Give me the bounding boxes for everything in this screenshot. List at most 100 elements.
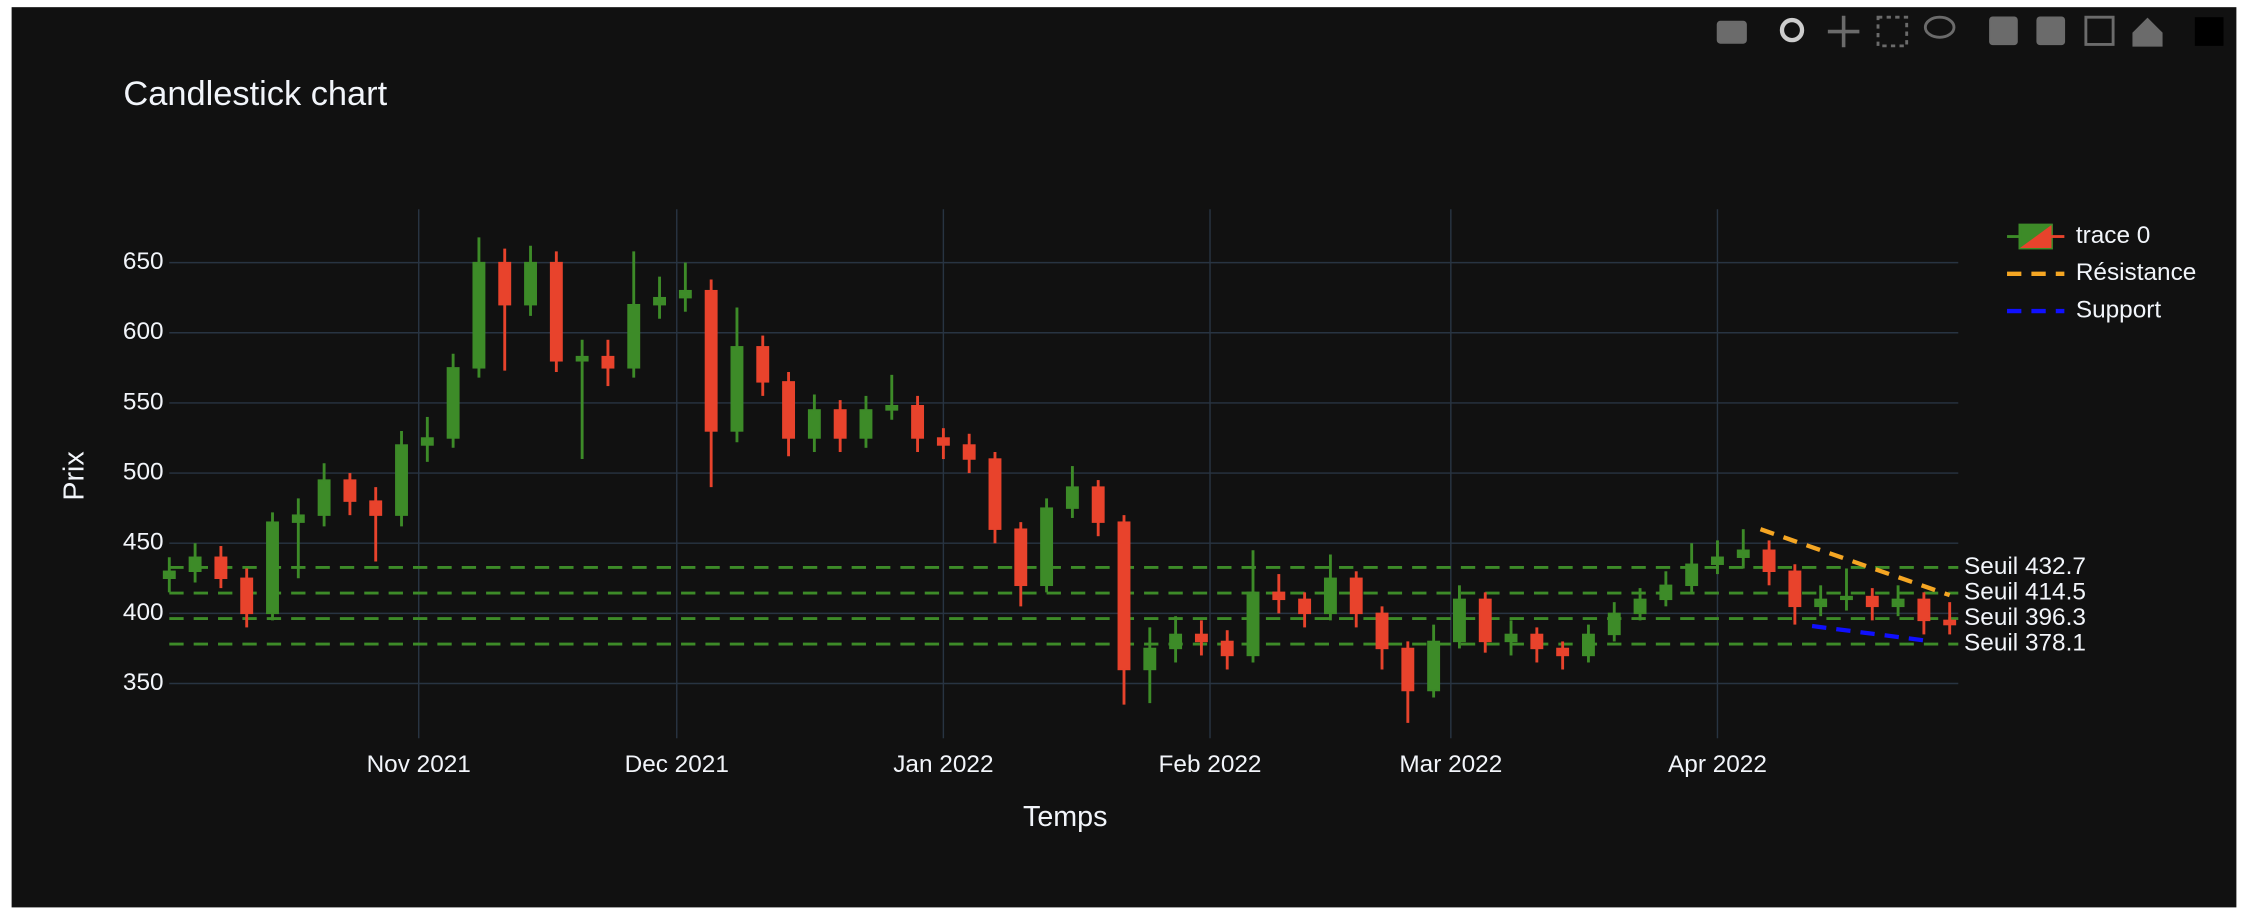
legend-swatch	[2019, 225, 2052, 248]
candle-body	[1607, 612, 1621, 636]
candle-body	[653, 296, 666, 306]
y-tick-label: 350	[123, 669, 164, 696]
candle-body	[1633, 598, 1647, 615]
x-tick-label: Jan 2022	[893, 751, 993, 778]
candle-body	[1478, 598, 1492, 643]
candle-body	[756, 346, 770, 383]
candle-body	[1194, 633, 1208, 643]
x-axis-title: Temps	[1023, 801, 1107, 833]
candle-body	[1323, 577, 1337, 615]
legend-label: Support	[2076, 297, 2162, 324]
candle-body	[1375, 612, 1389, 650]
candle-body	[524, 261, 537, 306]
candle-body	[240, 577, 254, 615]
x-tick-label: Apr 2022	[1668, 751, 1767, 778]
y-tick-label: 600	[123, 318, 164, 345]
candle-body	[1169, 633, 1183, 650]
candle-body	[1220, 640, 1234, 657]
trend-line	[1811, 623, 1933, 644]
candle-body	[1143, 647, 1157, 671]
candle-body	[1504, 633, 1518, 643]
candle-body	[162, 570, 176, 580]
candle-body	[1298, 598, 1312, 615]
box-select-button[interactable]	[1876, 15, 1909, 48]
y-tick-label: 450	[123, 529, 164, 556]
lasso-button[interactable]	[1923, 15, 1956, 39]
candle-body	[704, 289, 718, 432]
candle-body	[1065, 486, 1079, 509]
legend-label: Résistance	[2076, 259, 2197, 286]
candle-body	[1814, 598, 1828, 608]
threshold-label: Seuil 378.1	[1964, 630, 2086, 657]
candle-body	[1040, 507, 1054, 587]
candle-body	[911, 405, 925, 439]
y-axis-title: Prix	[59, 451, 91, 501]
candle-body	[1711, 556, 1724, 565]
candle-body	[782, 381, 796, 439]
candle-body	[1452, 598, 1466, 643]
x-tick-label: Mar 2022	[1399, 751, 1502, 778]
threshold-label: Seuil 396.3	[1964, 604, 2086, 631]
candle-body	[214, 556, 228, 580]
candle-body	[1917, 598, 1931, 622]
candle-body	[1943, 619, 1957, 626]
candle-body	[859, 409, 873, 439]
candle-body	[1659, 584, 1673, 601]
candle-body	[1117, 521, 1131, 671]
candle-body	[627, 303, 641, 369]
x-tick-label: Dec 2021	[625, 751, 729, 778]
candle-body	[291, 514, 305, 523]
candle-body	[1556, 647, 1570, 657]
chart-title: Candlestick chart	[123, 75, 387, 113]
candle-body	[188, 556, 202, 572]
candle-body	[833, 409, 847, 439]
trend-line	[1759, 527, 1951, 598]
candle-body	[885, 405, 899, 411]
camera-button[interactable]	[1716, 20, 1747, 44]
x-tick-label: Feb 2022	[1159, 751, 1262, 778]
candle-body	[807, 409, 821, 439]
candle-body	[1349, 577, 1363, 615]
modebar	[1716, 15, 2224, 48]
candle-body	[1246, 591, 1260, 657]
zoom-button[interactable]	[1779, 17, 1805, 43]
threshold-label: Seuil 414.5	[1964, 578, 2086, 605]
y-tick-label: 650	[123, 248, 164, 275]
candle-body	[343, 479, 357, 502]
candle-body	[988, 458, 1002, 530]
candle-body	[446, 367, 460, 439]
zoom-in-button[interactable]	[1989, 16, 2018, 46]
candle-body	[395, 444, 408, 516]
candle-body	[1272, 591, 1286, 601]
reset-button[interactable]	[2132, 17, 2163, 47]
y-tick-label: 400	[123, 599, 164, 626]
autoscale-button[interactable]	[2084, 15, 2115, 46]
threshold-label: Seuil 432.7	[1964, 553, 2086, 580]
candle-body	[601, 355, 615, 369]
candle-body	[1401, 647, 1415, 692]
candle-body	[936, 437, 950, 446]
candle-body	[266, 521, 279, 615]
candle-body	[472, 261, 486, 369]
candle-body	[1762, 549, 1776, 572]
candle-body	[1530, 633, 1544, 650]
candle-body	[1891, 598, 1905, 608]
candle-body	[420, 437, 434, 446]
candle-body	[369, 500, 383, 516]
pan-button[interactable]	[1827, 15, 1860, 48]
candle-body	[1840, 595, 1853, 601]
plotly-logo[interactable]	[2194, 17, 2224, 46]
x-tick-label: Nov 2021	[367, 751, 471, 778]
zoom-out-button[interactable]	[2036, 16, 2066, 46]
candle-body	[317, 479, 331, 516]
candle-body	[1865, 595, 1879, 608]
candle-body	[549, 261, 563, 362]
candle-body	[730, 346, 744, 432]
candle-body	[1014, 528, 1028, 587]
candle-body	[1685, 563, 1699, 587]
candle-body	[1427, 640, 1441, 692]
y-tick-label: 500	[123, 459, 164, 486]
candle-body	[678, 289, 692, 299]
legend-label: trace 0	[2076, 222, 2150, 249]
